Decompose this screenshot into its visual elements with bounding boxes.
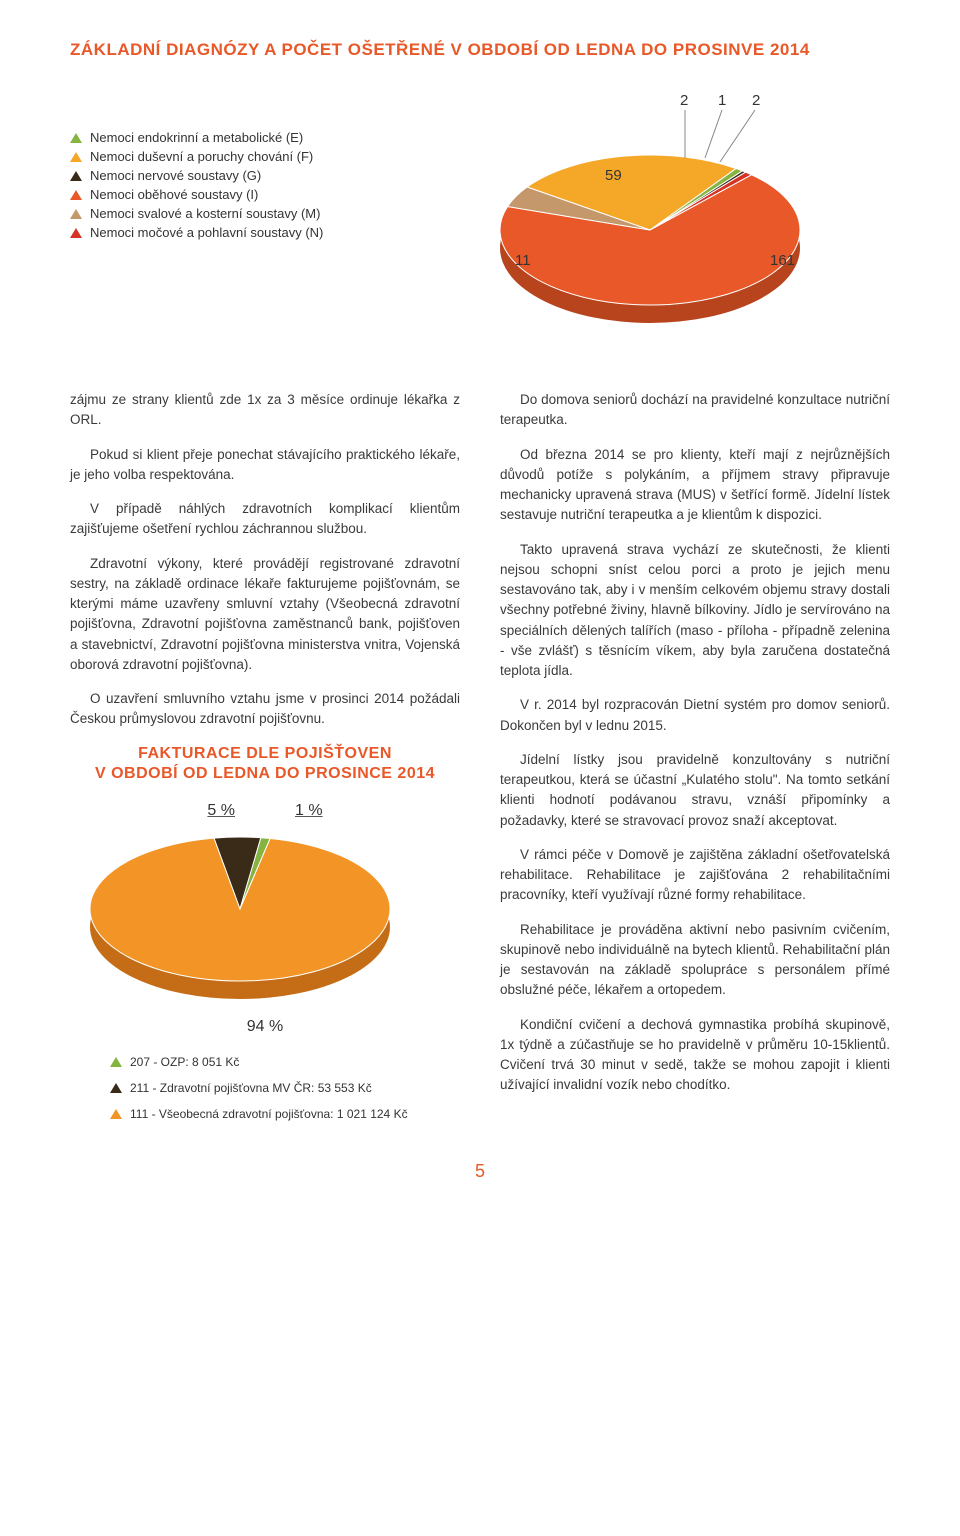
- legend-marker-icon: [70, 152, 82, 162]
- paragraph: Do domova seniorů dochází na pravidelné …: [500, 390, 890, 431]
- callout: 59: [605, 167, 622, 184]
- paragraph: O uzavření smluvního vztahu jsme v prosi…: [70, 689, 460, 730]
- paragraph: Jídelní lístky jsou pravidelně konzultov…: [500, 750, 890, 831]
- body-columns: zájmu ze strany klientů zde 1x za 3 měsí…: [70, 390, 890, 1131]
- page-title: ZÁKLADNÍ DIAGNÓZY A POČET OŠETŘENÉ V OBD…: [70, 40, 890, 60]
- legend-marker-icon: [70, 171, 82, 181]
- legend-item: Nemoci duševní a poruchy chování (F): [70, 149, 430, 164]
- paragraph: V případě náhlých zdravotních komplikací…: [70, 499, 460, 540]
- chart2-heading: FAKTURACE DLE POJIŠŤOVEN V OBDOBÍ OD LED…: [70, 744, 460, 786]
- paragraph: V rámci péče v Domově je zajištěna zákla…: [500, 845, 890, 906]
- paragraph: Zdravotní výkony, které provádějí regist…: [70, 554, 460, 676]
- legend-item: Nemoci endokrinní a metabolické (E): [70, 130, 430, 145]
- subhead-line: FAKTURACE DLE POJIŠŤOVEN: [70, 744, 460, 765]
- legend-text: Nemoci nervové soustavy (G): [90, 168, 261, 183]
- paragraph: Rehabilitace je prováděna aktivní nebo p…: [500, 920, 890, 1001]
- legend-text: Nemoci duševní a poruchy chování (F): [90, 149, 313, 164]
- legend-item: 207 - OZP: 8 051 Kč: [110, 1053, 460, 1071]
- legend-marker-icon: [110, 1057, 122, 1067]
- legend-item: Nemoci oběhové soustavy (I): [70, 187, 430, 202]
- legend-marker-icon: [70, 228, 82, 238]
- pie-chart-icon: [70, 829, 410, 1009]
- callout: 11: [515, 252, 531, 269]
- paragraph: Pokud si klient přeje ponechat stávající…: [70, 445, 460, 486]
- subhead-line: V OBDOBÍ OD LEDNA DO PROSINCE 2014: [70, 764, 460, 785]
- paragraph: Od března 2014 se pro klienty, kteří maj…: [500, 445, 890, 526]
- chart2-pie: [70, 829, 460, 1009]
- legend-marker-icon: [70, 209, 82, 219]
- callout: 161: [770, 252, 795, 269]
- legend-marker-icon: [70, 190, 82, 200]
- chart1-legend: Nemoci endokrinní a metabolické (E) Nemo…: [70, 130, 430, 244]
- paragraph: zájmu ze strany klientů zde 1x za 3 měsí…: [70, 390, 460, 431]
- legend-text: Nemoci svalové a kosterní soustavy (M): [90, 206, 320, 221]
- callout: 2: [752, 92, 760, 109]
- legend-text: 111 - Všeobecná zdravotní pojišťovna: 1 …: [130, 1105, 408, 1123]
- callout: 2: [680, 92, 688, 109]
- paragraph: Takto upravená strava vychází ze skutečn…: [500, 540, 890, 682]
- legend-item: Nemoci svalové a kosterní soustavy (M): [70, 206, 430, 221]
- legend-item: 111 - Všeobecná zdravotní pojišťovna: 1 …: [110, 1105, 460, 1123]
- legend-item: Nemoci nervové soustavy (G): [70, 168, 430, 183]
- chart1-pie: 2 1 2 59 11 161: [470, 90, 890, 350]
- pct-label: 1 %: [295, 799, 323, 823]
- pct-label: 94 %: [70, 1015, 460, 1039]
- legend-marker-icon: [110, 1083, 122, 1093]
- chart2-legend: 207 - OZP: 8 051 Kč 211 - Zdravotní poji…: [110, 1053, 460, 1123]
- legend-marker-icon: [70, 133, 82, 143]
- page-number: 5: [70, 1161, 890, 1182]
- pct-label: 5 %: [207, 799, 235, 823]
- legend-text: Nemoci endokrinní a metabolické (E): [90, 130, 303, 145]
- chart2-top-percents: 5 % 1 %: [70, 799, 460, 823]
- left-column: zájmu ze strany klientů zde 1x za 3 měsí…: [70, 390, 460, 1131]
- legend-item: 211 - Zdravotní pojišťovna MV ČR: 53 553…: [110, 1079, 460, 1097]
- legend-text: Nemoci oběhové soustavy (I): [90, 187, 258, 202]
- legend-text: Nemoci močové a pohlavní soustavy (N): [90, 225, 323, 240]
- legend-text: 207 - OZP: 8 051 Kč: [130, 1053, 239, 1071]
- callout: 1: [718, 92, 726, 109]
- paragraph: V r. 2014 byl rozpracován Dietní systém …: [500, 695, 890, 736]
- pie-chart-icon: 2 1 2 59 11 161: [470, 90, 830, 350]
- legend-text: 211 - Zdravotní pojišťovna MV ČR: 53 553…: [130, 1079, 372, 1097]
- legend-marker-icon: [110, 1109, 122, 1119]
- paragraph: Kondiční cvičení a dechová gymnastika pr…: [500, 1015, 890, 1096]
- right-column: Do domova seniorů dochází na pravidelné …: [500, 390, 890, 1131]
- legend-item: Nemoci močové a pohlavní soustavy (N): [70, 225, 430, 240]
- chart1-row: Nemoci endokrinní a metabolické (E) Nemo…: [70, 90, 890, 350]
